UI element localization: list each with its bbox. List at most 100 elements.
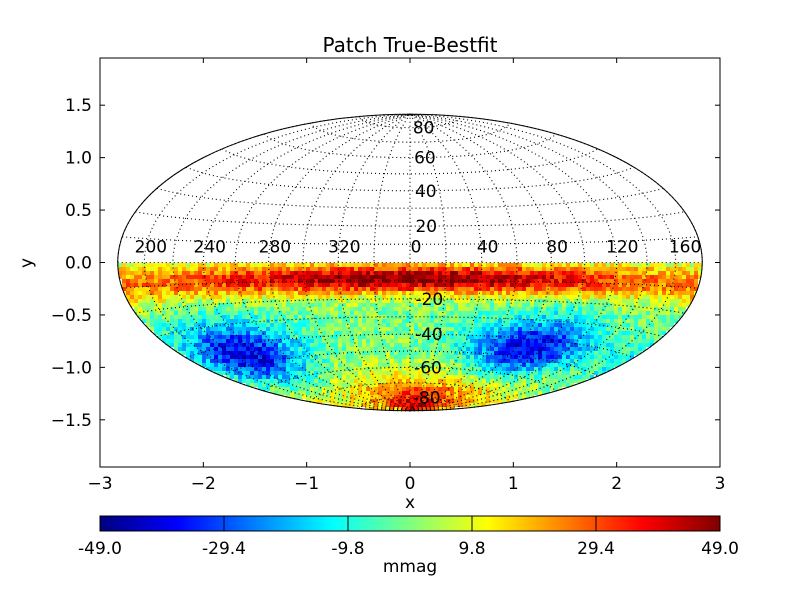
heatmap-cell <box>298 335 302 339</box>
heatmap-cell <box>382 283 386 287</box>
heatmap-cell <box>474 303 478 307</box>
heatmap-cell <box>546 363 550 367</box>
heatmap-cell <box>614 299 618 303</box>
heatmap-cell <box>246 379 250 383</box>
heatmap-cell <box>622 343 626 347</box>
heatmap-cell <box>282 323 286 327</box>
heatmap-cell <box>494 299 498 303</box>
heatmap-cell <box>698 275 702 279</box>
heatmap-cell <box>402 283 406 287</box>
heatmap-cell <box>598 363 602 367</box>
heatmap-cell <box>470 319 474 323</box>
heatmap-cell <box>518 367 522 371</box>
heatmap-cell <box>398 283 402 287</box>
heatmap-cell <box>162 315 166 319</box>
heatmap-cell <box>386 267 390 271</box>
heatmap-cell <box>294 299 298 303</box>
heatmap-cell <box>202 291 206 295</box>
heatmap-cell <box>274 315 278 319</box>
heatmap-cell <box>590 279 594 283</box>
heatmap-cell <box>530 359 534 363</box>
heatmap-cell <box>310 379 314 383</box>
heatmap-cell <box>518 267 522 271</box>
heatmap-cell <box>310 319 314 323</box>
heatmap-cell <box>534 303 538 307</box>
heatmap-cell <box>334 347 338 351</box>
heatmap-cell <box>654 319 658 323</box>
heatmap-cell <box>402 263 406 267</box>
heatmap-cell <box>482 335 486 339</box>
heatmap-cell <box>470 283 474 287</box>
heatmap-cell <box>510 375 514 379</box>
heatmap-cell <box>654 323 658 327</box>
heatmap-cell <box>562 331 566 335</box>
heatmap-cell <box>390 391 394 395</box>
heatmap-cell <box>302 395 306 399</box>
heatmap-cell <box>230 335 234 339</box>
heatmap-cell <box>146 323 150 327</box>
heatmap-cell <box>634 307 638 311</box>
latitude-label: 60 <box>414 149 436 169</box>
heatmap-cell <box>638 279 642 283</box>
heatmap-cell <box>134 263 138 267</box>
heatmap-cell <box>262 355 266 359</box>
heatmap-cell <box>558 359 562 363</box>
heatmap-cell <box>450 403 454 407</box>
heatmap-cell <box>282 263 286 267</box>
heatmap-cell <box>230 311 234 315</box>
heatmap-cell <box>282 367 286 371</box>
heatmap-cell <box>614 323 618 327</box>
heatmap-cell <box>306 279 310 283</box>
heatmap-cell <box>610 359 614 363</box>
heatmap-cell <box>438 307 442 311</box>
heatmap-cell <box>426 283 430 287</box>
heatmap-cell <box>410 271 414 275</box>
heatmap-cell <box>246 383 250 387</box>
heatmap-cell <box>534 271 538 275</box>
heatmap-cell <box>218 347 222 351</box>
heatmap-cell <box>494 347 498 351</box>
heatmap-cell <box>666 291 670 295</box>
heatmap-cell <box>158 267 162 271</box>
heatmap-cell <box>406 287 410 291</box>
heatmap-cell <box>218 327 222 331</box>
heatmap-cell <box>390 327 394 331</box>
heatmap-cell <box>638 291 642 295</box>
heatmap-cell <box>526 291 530 295</box>
heatmap-cell <box>510 271 514 275</box>
heatmap-cell <box>402 295 406 299</box>
heatmap-cell <box>546 291 550 295</box>
heatmap-cell <box>246 303 250 307</box>
heatmap-cell <box>422 275 426 279</box>
heatmap-cell <box>330 263 334 267</box>
heatmap-cell <box>442 331 446 335</box>
heatmap-cell <box>174 327 178 331</box>
heatmap-cell <box>490 351 494 355</box>
y-tick-label: −1.5 <box>51 411 92 431</box>
heatmap-cell <box>614 363 618 367</box>
heatmap-cell <box>206 343 210 347</box>
heatmap-cell <box>678 315 682 319</box>
heatmap-cell <box>366 399 370 403</box>
heatmap-cell <box>526 331 530 335</box>
heatmap-cell <box>546 303 550 307</box>
heatmap-cell <box>490 295 494 299</box>
heatmap-cell <box>474 323 478 327</box>
heatmap-cell <box>290 271 294 275</box>
heatmap-cell <box>598 319 602 323</box>
heatmap-cell <box>226 347 230 351</box>
heatmap-cell <box>362 303 366 307</box>
heatmap-cell <box>226 359 230 363</box>
heatmap-cell <box>306 311 310 315</box>
heatmap-cell <box>210 315 214 319</box>
heatmap-cell <box>646 311 650 315</box>
heatmap-cell <box>230 263 234 267</box>
heatmap-cell <box>250 375 254 379</box>
heatmap-cell <box>322 319 326 323</box>
heatmap-cell <box>398 291 402 295</box>
heatmap-cell <box>498 319 502 323</box>
heatmap-cell <box>650 267 654 271</box>
heatmap-cell <box>402 327 406 331</box>
heatmap-cell <box>518 283 522 287</box>
heatmap-cell <box>186 295 190 299</box>
